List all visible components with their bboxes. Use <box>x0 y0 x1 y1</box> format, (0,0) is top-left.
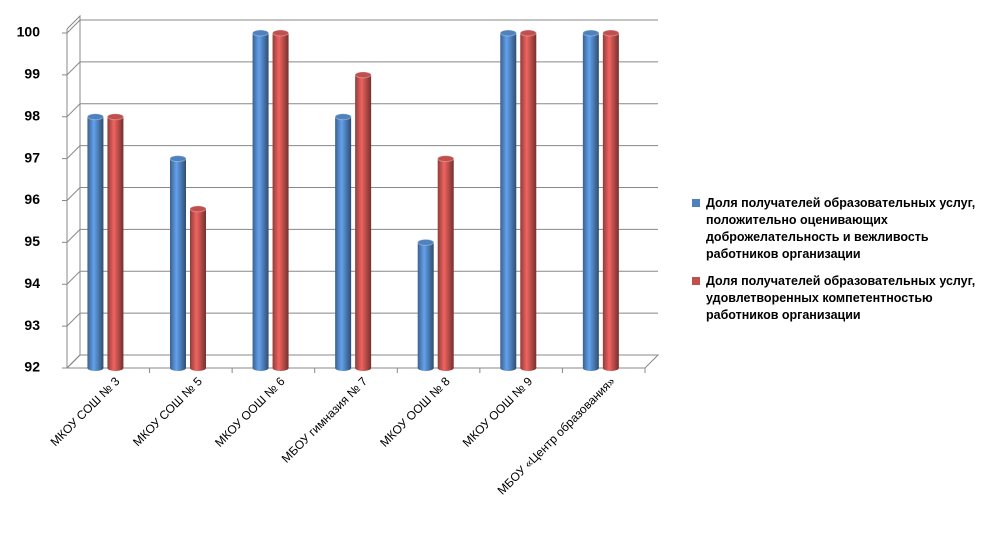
bar <box>500 33 517 368</box>
y-tick-label: 97 <box>24 149 40 165</box>
bar <box>87 116 104 368</box>
bar-base <box>602 365 619 371</box>
bar <box>582 33 599 368</box>
bar-top <box>582 29 600 37</box>
y-tick-label: 100 <box>17 24 41 40</box>
bar <box>252 33 269 368</box>
x-tick-label: МКОУ ООШ № 9 <box>460 374 536 450</box>
legend: Доля получателей образовательных услуг, … <box>692 195 992 334</box>
bar <box>107 116 124 368</box>
bar-base <box>107 365 124 371</box>
bar-top <box>169 155 187 163</box>
bar-top <box>437 155 455 163</box>
bar-base <box>335 365 352 371</box>
bar <box>355 74 372 368</box>
bar <box>417 242 434 368</box>
grid-line <box>66 145 658 159</box>
bar-top <box>86 113 104 121</box>
legend-label: Доля получателей образовательных услуг, … <box>706 274 976 322</box>
bar-base <box>87 365 104 371</box>
legend-item: Доля получателей образовательных услуг, … <box>692 195 992 263</box>
grid-line <box>66 270 658 285</box>
bar-top <box>106 113 124 121</box>
bar-base <box>272 365 289 371</box>
grid-line <box>66 312 658 327</box>
bar-base <box>500 365 517 371</box>
grid-line <box>66 354 658 369</box>
grid-line <box>66 103 658 118</box>
y-tick-label: 95 <box>24 233 40 249</box>
y-tick-label: 92 <box>24 359 40 375</box>
bar <box>437 158 454 368</box>
grid-line <box>66 228 658 243</box>
x-tick-label: МБОУ гимназия № 7 <box>279 374 371 466</box>
y-tick-label: 98 <box>24 107 40 123</box>
grid-line <box>66 19 658 34</box>
bar-top <box>417 238 435 246</box>
x-tick-label: МКОУ ООШ № 8 <box>377 374 453 450</box>
legend-swatch <box>692 199 700 207</box>
bar-top <box>602 29 620 37</box>
bar-base <box>252 365 269 371</box>
bar-top <box>519 29 537 37</box>
bar <box>169 158 186 368</box>
y-tick-label: 93 <box>24 317 40 333</box>
legend-label: Доля получателей образовательных услуг, … <box>706 196 976 261</box>
bar-top <box>499 29 517 37</box>
bar <box>189 208 206 368</box>
bar-base <box>582 365 599 371</box>
bar <box>272 33 289 368</box>
x-tick-label: МКОУ СОШ № 3 <box>48 374 123 449</box>
grid-line <box>66 61 658 76</box>
bar-top <box>252 29 270 37</box>
bar-base <box>355 365 372 371</box>
bar-top <box>189 205 207 213</box>
bar-base <box>417 365 434 371</box>
bar-base <box>169 365 186 371</box>
grid-line <box>66 187 658 201</box>
bar-base <box>189 365 206 371</box>
legend-item: Доля получателей образовательных услуг, … <box>692 273 992 324</box>
bar-base <box>520 365 537 371</box>
bar <box>335 116 352 368</box>
y-tick-label: 96 <box>24 191 40 207</box>
bar-top <box>334 113 352 121</box>
bar <box>520 33 537 368</box>
y-tick-label: 94 <box>24 275 40 291</box>
x-tick-label: МКОУ СОШ № 5 <box>130 374 205 449</box>
legend-swatch <box>692 277 700 285</box>
x-tick-label: МКОУ ООШ № 6 <box>212 374 288 450</box>
bar <box>602 33 619 368</box>
bar-base <box>437 365 454 371</box>
bar-top <box>272 29 290 37</box>
y-tick-label: 99 <box>24 66 40 82</box>
bar-top <box>354 71 372 79</box>
